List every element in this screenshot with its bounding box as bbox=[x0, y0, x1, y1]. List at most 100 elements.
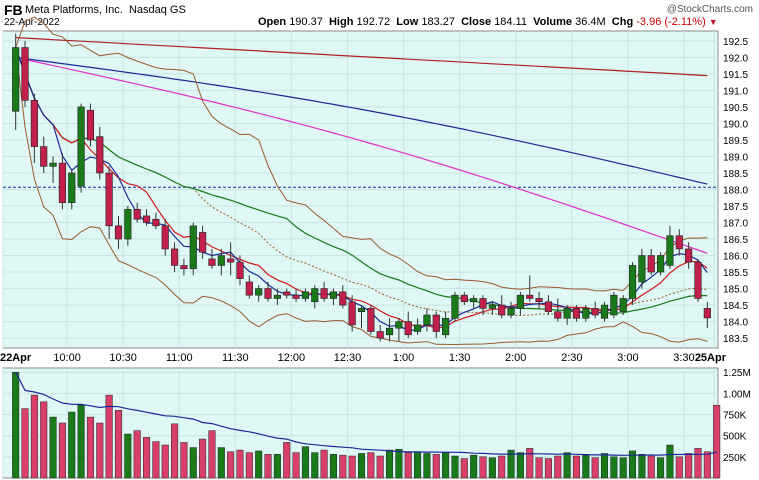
volume-bar bbox=[460, 458, 468, 479]
volume-bar bbox=[367, 452, 375, 479]
volume-bar bbox=[273, 454, 281, 479]
candle bbox=[105, 172, 113, 227]
candle bbox=[675, 235, 683, 250]
close-label: Close bbox=[461, 16, 492, 28]
candle bbox=[423, 314, 431, 326]
candle bbox=[638, 255, 646, 283]
candle bbox=[283, 291, 291, 296]
volume-bar bbox=[329, 454, 337, 479]
volume-bar bbox=[96, 422, 104, 479]
volume-bar bbox=[40, 401, 48, 479]
volume-bar bbox=[657, 457, 665, 479]
volume-bar bbox=[143, 437, 151, 479]
volume-bar bbox=[591, 457, 599, 479]
candle bbox=[460, 294, 468, 303]
x-tick-label: 2:00 bbox=[505, 352, 526, 364]
x-tick-label: 1:00 bbox=[393, 352, 414, 364]
volume-bar bbox=[423, 453, 431, 479]
volume-bar bbox=[451, 455, 459, 479]
candle bbox=[404, 321, 412, 336]
ohlc-summary: Open 190.37 High 192.72 Low 183.27 Close… bbox=[258, 16, 718, 28]
volume-bar bbox=[227, 451, 235, 479]
candle bbox=[301, 291, 309, 299]
candle bbox=[311, 288, 319, 303]
candle bbox=[526, 294, 534, 299]
candle bbox=[703, 308, 711, 319]
volume-bar bbox=[629, 450, 637, 479]
candle bbox=[694, 261, 702, 299]
candle bbox=[170, 248, 179, 266]
price-tick-label: 189.5 bbox=[723, 136, 748, 147]
volume-bar bbox=[600, 453, 609, 479]
candle bbox=[685, 248, 693, 263]
candle bbox=[367, 308, 375, 332]
price-tick-label: 187.5 bbox=[723, 202, 748, 213]
candle bbox=[49, 162, 57, 167]
volume-ma-line bbox=[15, 371, 717, 456]
candle bbox=[432, 314, 440, 332]
x-tick-label: 11:30 bbox=[222, 352, 249, 364]
candle bbox=[12, 47, 20, 112]
price-tick-label: 184.5 bbox=[723, 301, 748, 312]
chg-label: Chg bbox=[611, 16, 634, 28]
candle bbox=[86, 109, 95, 141]
high-label: High bbox=[328, 16, 354, 28]
volume-bar bbox=[255, 450, 263, 479]
volume-value: 36.4M bbox=[575, 16, 606, 28]
x-tick-label: 12:30 bbox=[334, 352, 362, 364]
candle bbox=[610, 294, 618, 316]
company-name: Meta Platforms, Inc. Nasdaq GS bbox=[25, 4, 186, 16]
price-tick-label: 187.0 bbox=[723, 219, 748, 230]
close-value: 184.11 bbox=[494, 16, 527, 28]
x-tick-label: 10:00 bbox=[53, 352, 81, 364]
candle bbox=[217, 255, 225, 266]
volume-bar bbox=[507, 449, 515, 479]
price-tick-label: 190.5 bbox=[723, 103, 748, 114]
price-tick-label: 189.0 bbox=[723, 152, 748, 163]
candle bbox=[339, 291, 347, 306]
volume-bar bbox=[292, 452, 300, 479]
candle bbox=[21, 47, 29, 101]
volume-tick-label: 250K bbox=[723, 453, 747, 464]
high-value: 192.72 bbox=[356, 16, 391, 28]
price-tick-label: 185.5 bbox=[723, 268, 748, 279]
price-tick-label: 183.5 bbox=[723, 334, 748, 345]
volume-bar bbox=[208, 430, 216, 479]
candle bbox=[329, 291, 338, 299]
candle bbox=[189, 225, 197, 270]
candle bbox=[255, 288, 263, 296]
candle bbox=[348, 301, 356, 326]
credit-watermark: @StockCharts.com bbox=[666, 4, 753, 15]
volume-bar bbox=[49, 416, 57, 479]
ma-magenta-line bbox=[15, 56, 708, 254]
volume-bar bbox=[526, 448, 534, 479]
long-ma-red-line bbox=[15, 37, 708, 77]
x-tick-label: 2:30 bbox=[561, 352, 582, 364]
candle bbox=[442, 317, 450, 336]
candle bbox=[479, 298, 487, 309]
volume-bar bbox=[404, 452, 412, 479]
volume-bar bbox=[180, 442, 188, 479]
candle bbox=[124, 209, 132, 240]
chart-date: 22-Apr-2022 bbox=[4, 17, 60, 28]
exchange-label: Nasdaq GS bbox=[128, 4, 186, 16]
candle bbox=[600, 304, 609, 319]
candle bbox=[58, 162, 66, 204]
price-tick-label: 185.0 bbox=[723, 285, 748, 296]
volume-bar bbox=[217, 447, 225, 479]
price-tick-label: 190.0 bbox=[723, 119, 748, 130]
volume-bar bbox=[395, 448, 403, 479]
volume-bar bbox=[666, 444, 674, 479]
volume-bar bbox=[563, 452, 571, 479]
volume-bar bbox=[152, 441, 160, 479]
candle bbox=[582, 308, 590, 319]
volume-bar bbox=[610, 456, 618, 479]
volume-tick-label: 1.25M bbox=[723, 368, 751, 379]
volume-bar bbox=[544, 458, 552, 479]
candle bbox=[161, 225, 169, 250]
volume-bar bbox=[189, 447, 197, 479]
candle bbox=[666, 235, 674, 266]
candle bbox=[236, 261, 244, 279]
bollinger-upper-line bbox=[15, 16, 708, 292]
candle bbox=[199, 232, 207, 253]
